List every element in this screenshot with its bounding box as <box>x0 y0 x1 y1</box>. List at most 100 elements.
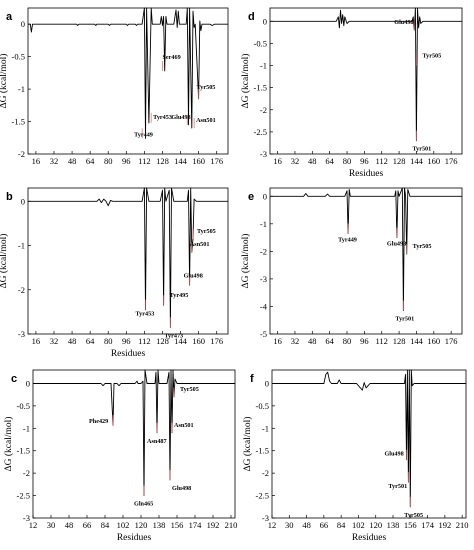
x-tick-label: 66 <box>83 520 92 530</box>
y-tick-label: -2.5 <box>17 491 30 501</box>
y-axis-label: ΔG (kcal/mol) <box>0 234 9 289</box>
x-tick-label: 12 <box>29 520 38 530</box>
plot-frame <box>32 369 236 519</box>
x-tick-label: 156 <box>404 520 417 530</box>
residue-label: Glu498 <box>394 19 413 26</box>
y-tick-label: -1 <box>262 423 269 433</box>
y-tick-label: 0 <box>21 196 25 206</box>
x-tick-label: 48 <box>68 156 77 166</box>
x-tick-label: 128 <box>156 156 169 166</box>
x-tick-label: 144 <box>174 156 188 166</box>
y-tick-label: -3 <box>18 329 25 339</box>
y-tick-label: -3 <box>260 149 267 159</box>
x-tick-label: 144 <box>410 156 424 166</box>
x-tick-label: 30 <box>47 520 56 530</box>
x-tick-label: 102 <box>117 520 130 530</box>
residue-label: Tyr449 <box>338 236 357 243</box>
residue-label: Tyr505 <box>197 84 216 91</box>
x-tick-label: 160 <box>427 156 440 166</box>
x-tick-label: 160 <box>192 156 205 166</box>
y-tick-label: -1 <box>18 84 25 94</box>
x-axis-label: Residues <box>349 169 384 179</box>
y-tick-label: -0.5 <box>254 38 267 48</box>
x-tick-label: 120 <box>369 520 382 530</box>
x-tick-label: 16 <box>273 336 282 346</box>
x-tick-label: 112 <box>138 336 150 346</box>
panel-f: f 0 -0.5 -1 -1.5 -2 -2.5 -312 30 48 66 84 102 120 138 1… <box>242 369 469 543</box>
y-tick-label: -3 <box>260 274 267 284</box>
x-tick-label: 48 <box>302 520 311 530</box>
x-axis-label: Residues <box>352 533 387 543</box>
data-line <box>270 187 462 312</box>
panel-a: a0 -0.5 -1 -1.5 -2 16 32 48 64 80 96 112 128 144 160 17… <box>0 7 229 166</box>
x-tick-label: 80 <box>104 336 113 346</box>
x-tick-label: 160 <box>427 336 440 346</box>
residue-label: Tyr501 <box>388 483 407 490</box>
y-tick-label: 0 <box>21 19 25 29</box>
residue-label: Glu498 <box>172 485 191 492</box>
residue-label: Glu498 <box>387 241 406 248</box>
x-tick-label: 144 <box>174 336 188 346</box>
panel-letter: d <box>248 11 255 23</box>
x-tick-label: 128 <box>393 156 406 166</box>
x-tick-label: 30 <box>285 520 294 530</box>
panel-letter: e <box>248 191 254 203</box>
x-tick-label: 176 <box>210 336 223 346</box>
residue-label: Tyr505 <box>404 512 423 519</box>
y-tick-label: -0.5 <box>256 401 269 411</box>
x-tick-label: 210 <box>456 520 469 530</box>
x-tick-label: 48 <box>68 336 77 346</box>
x-tick-label: 138 <box>387 520 400 530</box>
x-tick-label: 32 <box>50 156 59 166</box>
x-tick-label: 176 <box>210 156 223 166</box>
residue-label: Tyr505 <box>413 243 432 250</box>
panel-e: e 0 -1 -2 -3 -4 -5 16 32 48 64 80 96 112 128 144 160 176 Δ… <box>240 187 463 346</box>
x-tick-label: 96 <box>360 336 369 346</box>
panel-letter: b <box>6 191 13 203</box>
residue-label: Glu498 <box>384 451 403 458</box>
residue-label: Tyr505 <box>422 53 441 60</box>
x-tick-label: 96 <box>122 156 131 166</box>
y-axis-label: ΔG (kcal/mol) <box>240 54 251 109</box>
x-tick-label: 96 <box>360 156 369 166</box>
x-tick-label: 32 <box>291 336 300 346</box>
y-tick-label: -1.5 <box>254 83 267 93</box>
plot-frame <box>27 7 229 155</box>
y-tick-label: -3 <box>262 513 269 523</box>
x-tick-label: 174 <box>189 520 203 530</box>
panel-c: c 0 -0.5 -1 -1.5 -2 -2.5 -312 30 48 66 84 102 120 138 1… <box>3 369 237 543</box>
y-tick-label: -0.5 <box>12 52 25 62</box>
y-tick-label: -2 <box>18 149 25 159</box>
y-tick-label: -2 <box>18 285 25 295</box>
x-tick-label: 128 <box>156 336 169 346</box>
residue-label: Glu498 <box>171 114 190 121</box>
y-tick-label: 0 <box>26 378 30 388</box>
data-line <box>33 369 235 497</box>
x-tick-label: 120 <box>135 520 148 530</box>
x-tick-label: 174 <box>421 520 435 530</box>
x-tick-label: 112 <box>376 336 388 346</box>
residue-label: Gln465 <box>134 501 153 508</box>
y-tick-label: 0 <box>265 378 269 388</box>
residue-label: Tyr473 <box>164 332 183 339</box>
x-tick-label: 176 <box>445 156 458 166</box>
residue-label: Tyr501 <box>412 146 431 153</box>
residue-label: Tyr453 <box>153 114 172 121</box>
x-tick-label: 64 <box>86 336 95 346</box>
y-tick-label: -2 <box>260 105 267 115</box>
x-tick-label: 16 <box>32 336 41 346</box>
x-tick-label: 96 <box>122 336 131 346</box>
y-tick-label: -4 <box>260 301 268 311</box>
y-tick-label: 0 <box>263 16 267 26</box>
y-tick-label: -2.5 <box>256 491 269 501</box>
residue-label: Tyr505 <box>180 386 199 393</box>
x-tick-label: 192 <box>207 520 220 530</box>
x-tick-label: 84 <box>101 520 110 530</box>
data-line <box>28 187 228 328</box>
plot-frame <box>269 187 463 335</box>
x-tick-label: 64 <box>325 156 334 166</box>
x-tick-label: 156 <box>171 520 184 530</box>
x-tick-label: 64 <box>325 336 334 346</box>
x-tick-label: 48 <box>308 156 317 166</box>
x-tick-label: 112 <box>376 156 388 166</box>
